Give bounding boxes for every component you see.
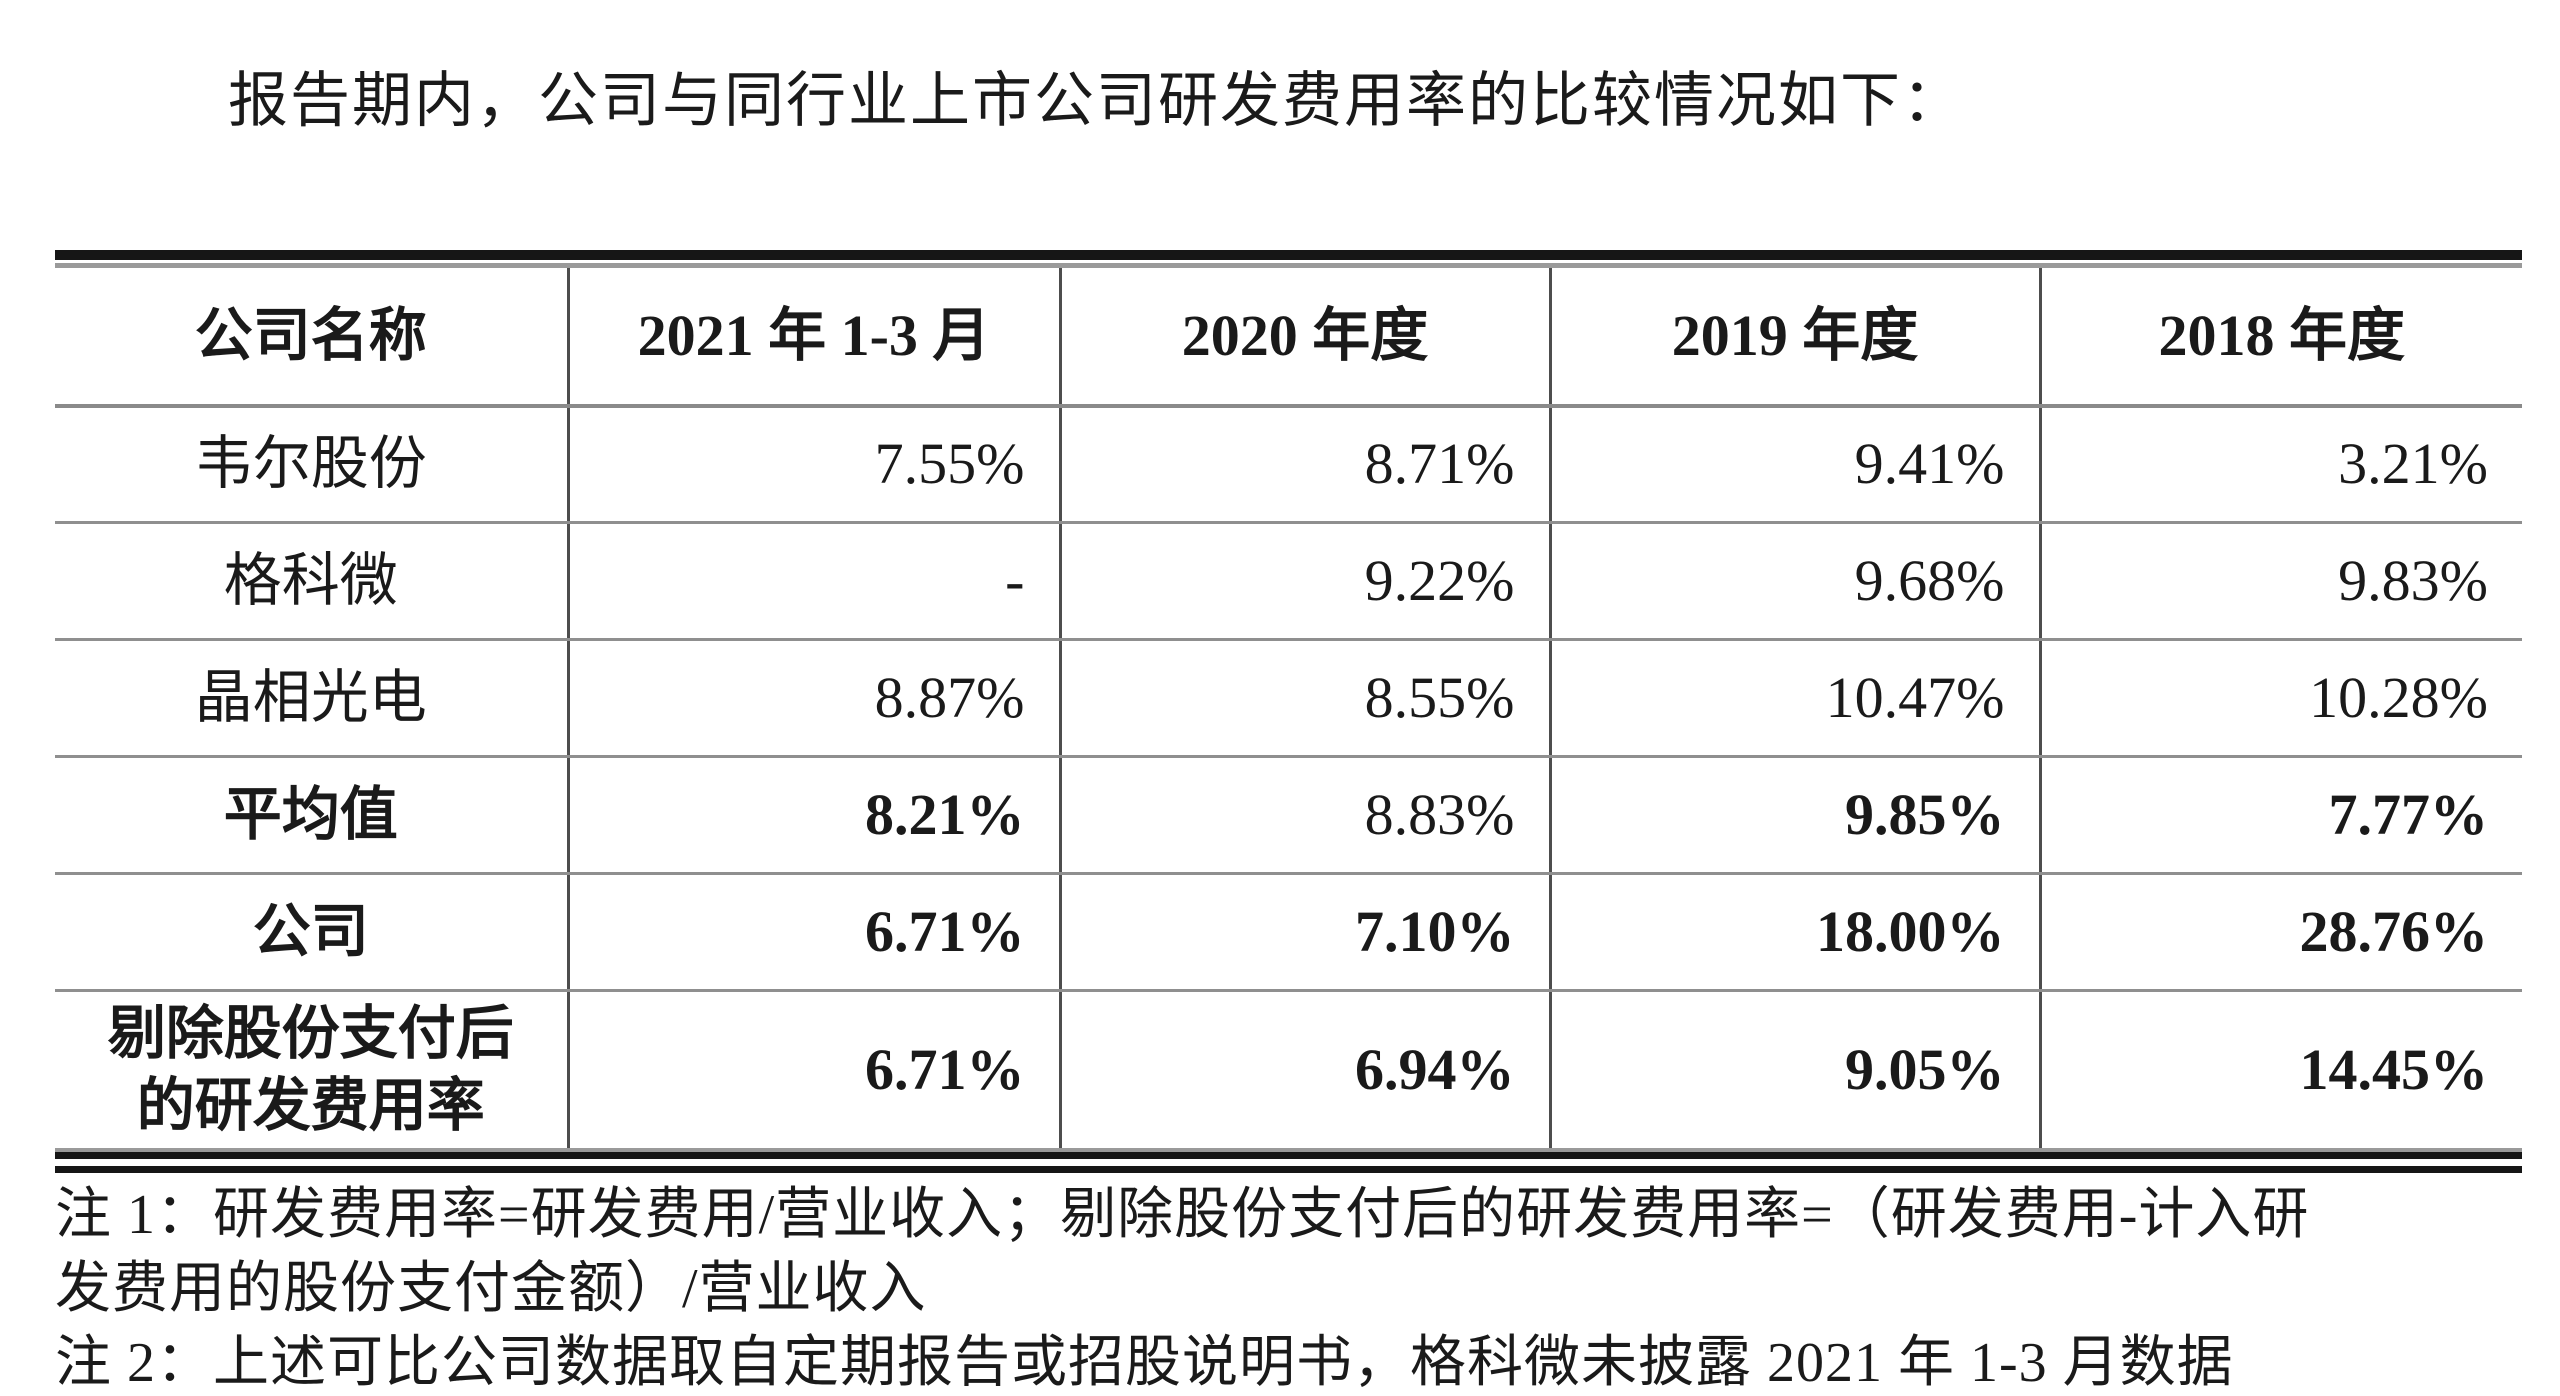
footnotes: 注 1：研发费用率=研发费用/营业收入；剔除股份支付后的研发费用率=（研发费用-…: [55, 1178, 2525, 1396]
row-label: 韦尔股份: [55, 405, 568, 524]
footnote-1-line-1: 注 1：研发费用率=研发费用/营业收入；剔除股份支付后的研发费用率=（研发费用-…: [55, 1184, 2310, 1246]
row-label: 格科微: [55, 522, 568, 641]
cell-value: 10.28%: [2038, 639, 2522, 758]
col-header-2020: 2020 年度: [1058, 265, 1550, 408]
cell-value: -: [566, 522, 1060, 641]
cell-value: 28.76%: [2038, 873, 2522, 992]
row-label: 晶相光电: [55, 639, 568, 758]
cell-value: 9.05%: [1548, 990, 2040, 1150]
row-label: 剔除股份支付后的研发费用率: [107, 1001, 514, 1138]
table-row-company: 公司 6.71% 7.10% 18.00% 28.76%: [55, 873, 2522, 992]
footnote-1-line-2: 发费用的股份支付金额）/营业收入: [55, 1258, 927, 1320]
row-label: 平均值: [55, 756, 568, 875]
table-row-average: 平均值 8.21% 8.83% 9.85% 7.77%: [55, 756, 2522, 875]
cell-value: 6.71%: [566, 873, 1060, 992]
cell-value: 9.85%: [1548, 756, 2040, 875]
cell-value: 14.45%: [2038, 990, 2522, 1150]
cell-value: 8.87%: [566, 639, 1060, 758]
cell-value: 10.47%: [1548, 639, 2040, 758]
cell-value: 8.21%: [566, 756, 1060, 875]
header-row: 公司名称 2021 年 1-3 月 2020 年度 2019 年度 2018 年…: [55, 265, 2522, 408]
cell-value: 6.94%: [1058, 990, 1550, 1150]
cell-value: 8.55%: [1058, 639, 1550, 758]
rd-expense-ratio-table: 公司名称 2021 年 1-3 月 2020 年度 2019 年度 2018 年…: [55, 250, 2522, 1173]
table-row-excl-share-payment: 剔除股份支付后的研发费用率 6.71% 6.94% 9.05% 14.45%: [55, 990, 2522, 1150]
cell-value: 3.21%: [2038, 405, 2522, 524]
col-header-2021q1: 2021 年 1-3 月: [566, 265, 1060, 408]
cell-value: 7.10%: [1058, 873, 1550, 992]
cell-value: 9.41%: [1548, 405, 2040, 524]
intro-paragraph: 报告期内，公司与同行业上市公司研发费用率的比较情况如下：: [228, 68, 1964, 134]
col-header-company: 公司名称: [55, 265, 568, 408]
cell-value: 18.00%: [1548, 873, 2040, 992]
cell-value: 8.83%: [1058, 756, 1550, 875]
cell-value: 9.22%: [1058, 522, 1550, 641]
cell-value: 8.71%: [1058, 405, 1550, 524]
cell-value: 9.68%: [1548, 522, 2040, 641]
cell-value: 7.55%: [566, 405, 1060, 524]
cell-value: 9.83%: [2038, 522, 2522, 641]
table-row: 韦尔股份 7.55% 8.71% 9.41% 3.21%: [55, 405, 2522, 524]
col-header-2018: 2018 年度: [2038, 265, 2522, 408]
table-row: 格科微 - 9.22% 9.68% 9.83%: [55, 522, 2522, 641]
table-row: 晶相光电 8.87% 8.55% 10.47% 10.28%: [55, 639, 2522, 758]
cell-value: 7.77%: [2038, 756, 2522, 875]
comparison-table: 公司名称 2021 年 1-3 月 2020 年度 2019 年度 2018 年…: [55, 263, 2522, 1152]
cell-value: 6.71%: [566, 990, 1060, 1150]
row-label: 公司: [55, 873, 568, 992]
col-header-2019: 2019 年度: [1548, 265, 2040, 408]
footnote-2: 注 2：上述可比公司数据取自定期报告或招股说明书，格科微未披露 2021 年 1…: [55, 1332, 2234, 1394]
